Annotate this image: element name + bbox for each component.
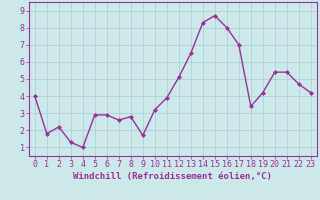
X-axis label: Windchill (Refroidissement éolien,°C): Windchill (Refroidissement éolien,°C) [73,172,272,181]
